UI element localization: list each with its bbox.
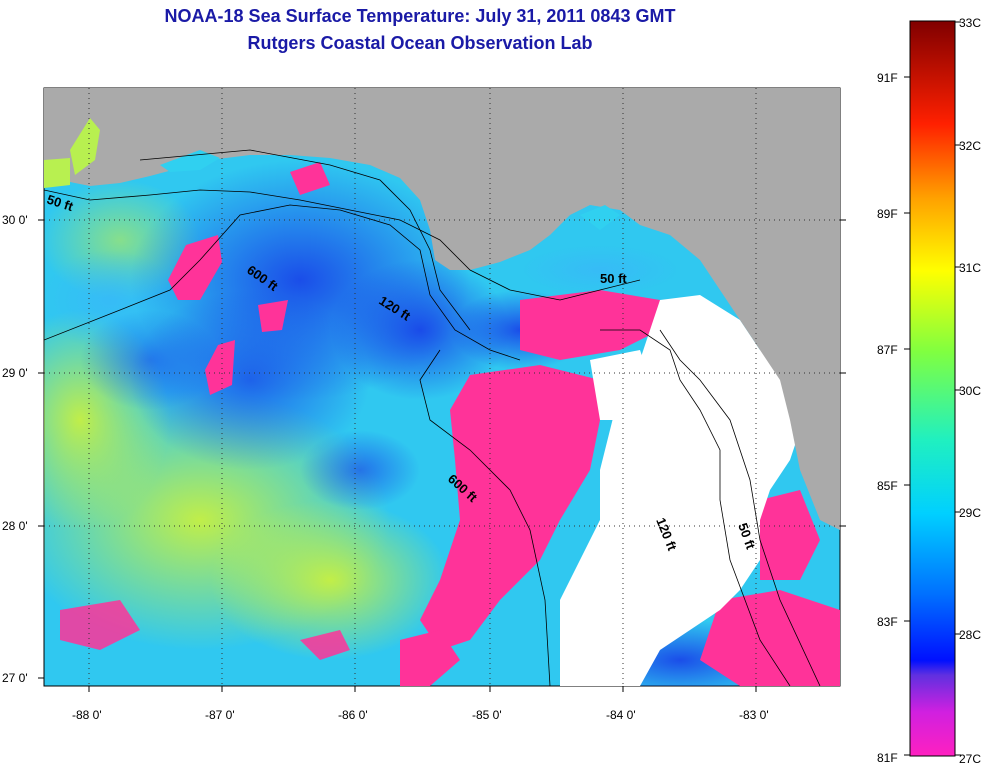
colorbar-fahrenheit-label: 89F	[877, 207, 898, 221]
lat-tick-label: 29 0'	[2, 366, 28, 380]
colorbar-celsius-label: 29C	[959, 506, 981, 520]
colorbar-ticks	[904, 21, 961, 756]
contour-label: 50 ft	[600, 271, 627, 286]
lon-tick-label: -85 0'	[472, 708, 502, 722]
colorbar-fahrenheit-label: 85F	[877, 479, 898, 493]
colorbar-fahrenheit-label: 81F	[877, 751, 898, 765]
colorbar-celsius-label: 31C	[959, 261, 981, 275]
axis-ticks	[38, 219, 846, 692]
colorbar-celsius-label: 28C	[959, 628, 981, 642]
lon-tick-label: -87 0'	[205, 708, 235, 722]
colorbar-celsius-label: 27C	[959, 752, 981, 766]
colorbar	[909, 20, 956, 757]
lon-tick-label: -84 0'	[606, 708, 636, 722]
lon-tick-label: -83 0'	[739, 708, 769, 722]
colorbar-fahrenheit-label: 87F	[877, 343, 898, 357]
map-subtitle: Rutgers Coastal Ocean Observation Lab	[247, 33, 593, 53]
lon-tick-label: -88 0'	[72, 708, 102, 722]
bathymetry-contours	[44, 149, 821, 686]
lat-tick-label: 27 0'	[2, 671, 28, 685]
lat-tick-label: 28 0'	[2, 519, 28, 533]
colorbar-celsius-label: 33C	[959, 16, 981, 30]
lon-tick-label: -86 0'	[338, 708, 368, 722]
sst-field	[44, 88, 840, 686]
colorbar-fahrenheit-label: 91F	[877, 71, 898, 85]
colorbar-celsius-label: 30C	[959, 384, 981, 398]
map-title: NOAA-18 Sea Surface Temperature: July 31…	[164, 6, 676, 26]
colorbar-fahrenheit-label: 83F	[877, 615, 898, 629]
colorbar-celsius-label: 32C	[959, 139, 981, 153]
lat-tick-label: 30 0'	[2, 213, 28, 227]
